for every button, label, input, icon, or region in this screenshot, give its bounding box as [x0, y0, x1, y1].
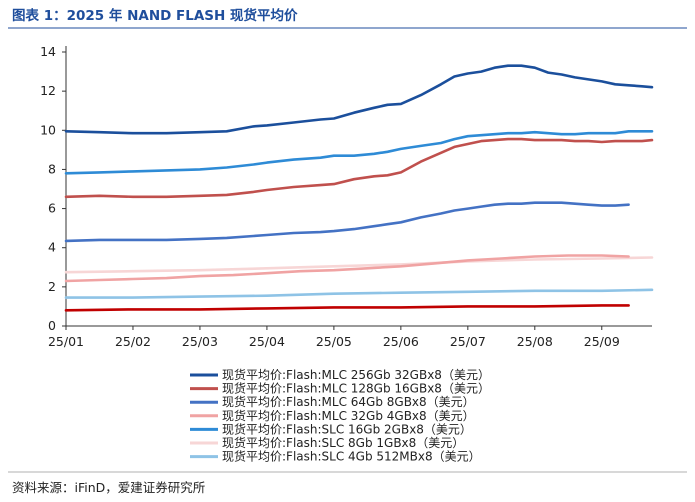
- series-line-4: [64, 130, 654, 175]
- legend: 现货平均价:Flash:MLC 256Gb 32GBx8（美元）现货平均价:Fl…: [190, 367, 490, 464]
- legend-label-0: 现货平均价:Flash:MLC 256Gb 32GBx8（美元）: [222, 367, 490, 382]
- source-note: 资料来源：iFinD，爱建证券研究所: [12, 480, 205, 495]
- x-tick-label: 25/05: [316, 334, 352, 349]
- legend-label-3: 现货平均价:Flash:MLC 32Gb 4GBx8（美元）: [222, 408, 475, 423]
- plot-area: 0 2 4 6 8 10 12 14 25/01 25/02 25/03 25/04 25/05 25/0…: [40, 44, 654, 349]
- x-tick-label: 25/03: [182, 334, 218, 349]
- y-tick-label: 6: [48, 201, 56, 216]
- x-tick-label: 25/02: [115, 334, 151, 349]
- series-line-2: [64, 201, 630, 243]
- x-tick-label: 25/01: [48, 334, 84, 349]
- x-tick-label: 25/04: [249, 334, 285, 349]
- legend-label-2: 现货平均价:Flash:MLC 64Gb 8GBx8（美元）: [222, 394, 475, 409]
- chart-title: 图表 1：2025 年 NAND FLASH 现货平均价: [12, 7, 298, 24]
- series-line-6: [64, 288, 654, 299]
- y-tick-label: 0: [48, 318, 56, 333]
- y-tick-label: 8: [48, 161, 56, 176]
- legend-label-1: 现货平均价:Flash:MLC 128Gb 16GBx8（美元）: [222, 381, 490, 396]
- legend-label-4: 现货平均价:Flash:SLC 16Gb 2GBx8（美元）: [222, 421, 472, 436]
- series-line-7: [64, 304, 630, 312]
- legend-label-6: 现货平均价:Flash:SLC 4Gb 512MBx8（美元）: [222, 449, 481, 464]
- series-line-3: [64, 254, 630, 283]
- y-tick-label: 2: [48, 279, 56, 294]
- series-line-0: [64, 64, 654, 135]
- x-tick-label: 25/09: [584, 334, 620, 349]
- x-tick-label: 25/07: [450, 334, 486, 349]
- y-tick-label: 14: [40, 44, 56, 59]
- series-line-5: [64, 256, 654, 274]
- legend-label-5: 现货平均价:Flash:SLC 8Gb 1GBx8（美元）: [222, 435, 464, 450]
- y-tick-label: 4: [48, 240, 56, 255]
- x-tick-label: 25/06: [383, 334, 419, 349]
- series-line-1: [64, 137, 654, 199]
- y-tick-label: 10: [40, 122, 56, 137]
- y-tick-label: 12: [40, 83, 56, 98]
- x-tick-label: 25/08: [517, 334, 553, 349]
